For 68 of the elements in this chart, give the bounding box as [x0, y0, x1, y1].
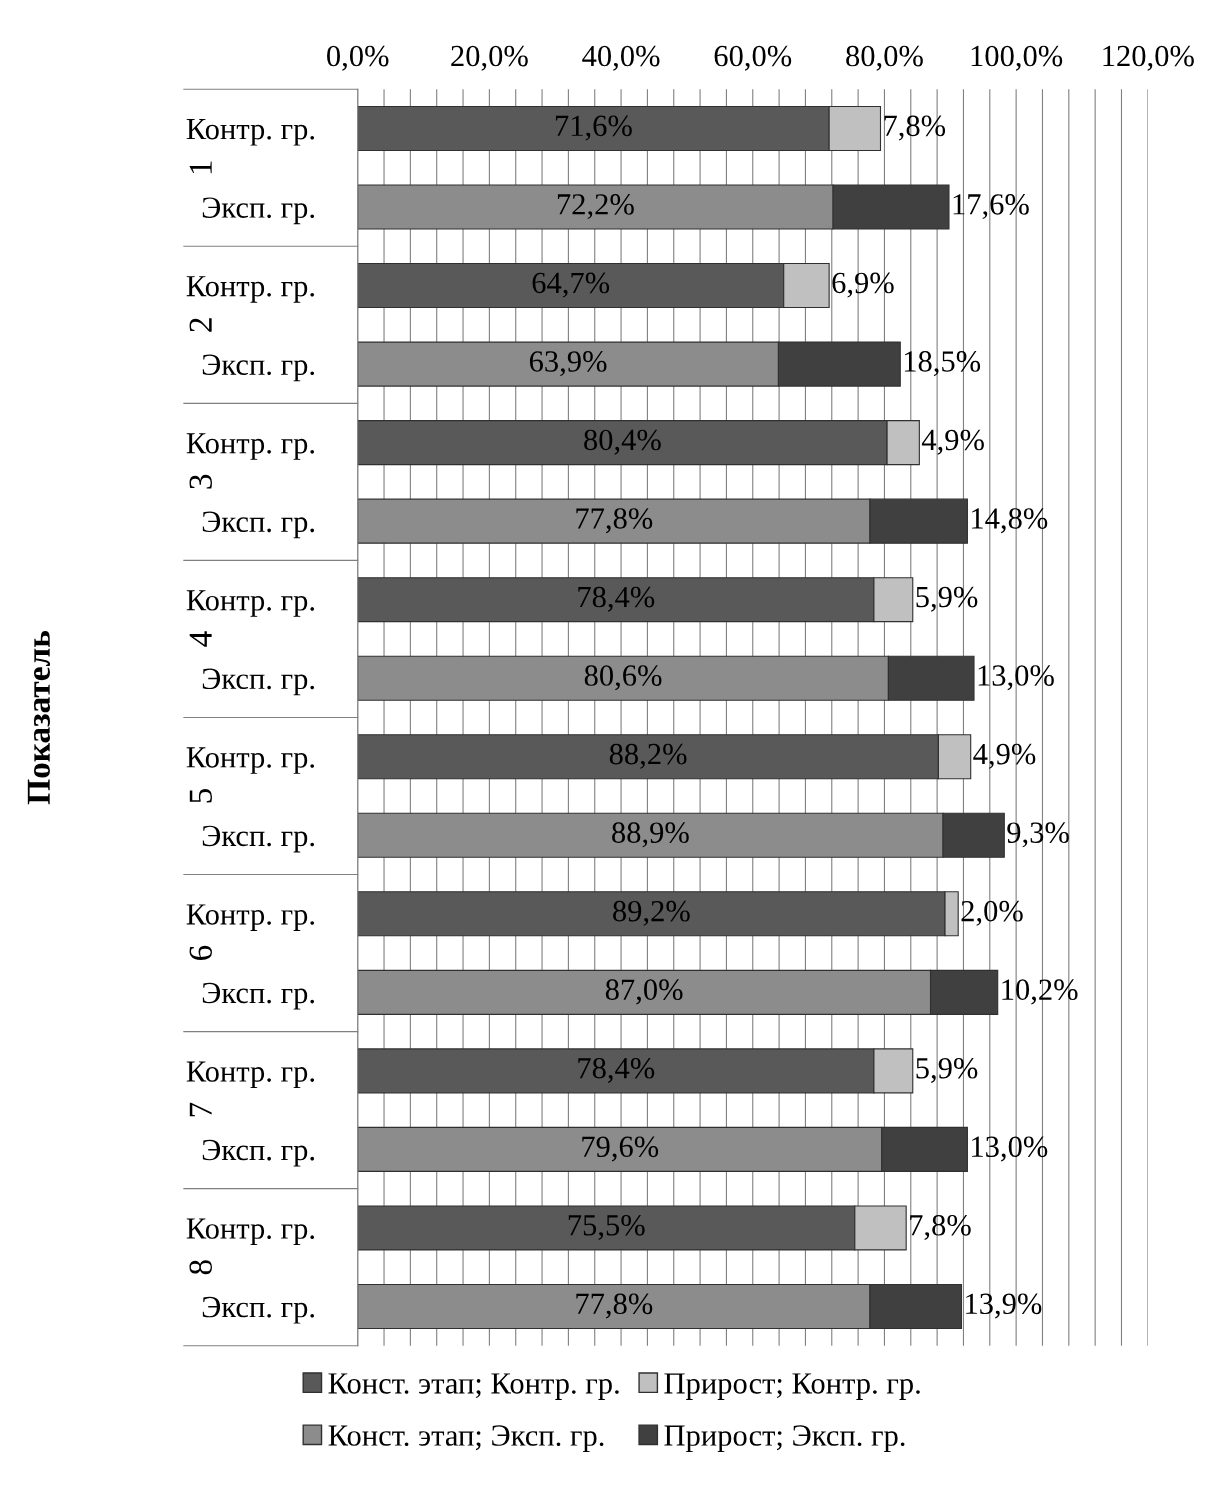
text: 2	[189, 318, 212, 332]
data-label: 2,0%	[961, 900, 1023, 926]
data-label: 79,6%	[582, 1136, 659, 1162]
y-tick-label: Контр. гр.	[186, 1218, 315, 1246]
data-label: 18,5%	[904, 351, 981, 377]
data-label: 63,9%	[529, 351, 607, 377]
legend-label: Прирост; Эксп. гр.	[664, 1425, 905, 1453]
x-tick-label: 80,0%	[846, 45, 923, 71]
x-tick-label: 100,0%	[971, 45, 1063, 71]
data-label: 7,8%	[910, 1214, 971, 1240]
y-axis-title: Показатель	[27, 630, 50, 805]
data-label: 10,2%	[1002, 979, 1078, 1005]
data-label: 14,8%	[972, 508, 1048, 534]
y-tick-label: Эксп. гр.	[202, 197, 315, 225]
y-tick-label: Контр. гр.	[186, 904, 315, 931]
data-label: 78,4%	[578, 586, 655, 612]
x-tick-label: 40,0%	[582, 45, 660, 71]
data-label: 75,5%	[568, 1214, 645, 1240]
data-label: 89,2%	[613, 900, 690, 926]
y-tick-label: Контр. гр.	[186, 747, 315, 774]
data-label: 13,0%	[972, 1136, 1048, 1162]
x-tick-label: 0,0%	[327, 45, 389, 71]
data-label: 5,9%	[916, 586, 978, 612]
y-tick-label: Контр. гр.	[186, 433, 315, 460]
text: 1	[189, 161, 212, 174]
data-label: 6,9%	[832, 272, 894, 298]
y-tick-label: Контр. гр.	[186, 1061, 315, 1088]
y-tick-label: Эксп. гр.	[202, 668, 315, 696]
text: 3	[189, 474, 212, 489]
data-label: 78,4%	[578, 1057, 655, 1083]
data-label: 17,6%	[953, 194, 1029, 220]
data-label: 77,8%	[576, 508, 653, 534]
text: 5	[189, 788, 212, 803]
data-label: 87,0%	[605, 979, 683, 1005]
data-label: 7,8%	[884, 115, 946, 141]
legend-label: Конст. этап; Эксп. гр.	[328, 1425, 604, 1453]
y-tick-label: Эксп. гр.	[202, 1139, 315, 1167]
x-tick-label: 120,0%	[1103, 45, 1194, 71]
x-tick-label: 60,0%	[714, 45, 792, 71]
text: 7	[189, 1102, 212, 1117]
text: 4	[189, 631, 212, 647]
data-label: 13,9%	[966, 1293, 1042, 1319]
y-tick-label: Эксп. гр.	[202, 825, 315, 853]
data-label: 4,9%	[973, 743, 1036, 769]
y-tick-label: Эксп. гр.	[202, 511, 315, 539]
data-label: 80,4%	[584, 429, 661, 455]
data-label: 88,9%	[612, 822, 689, 848]
data-label: 88,2%	[609, 743, 687, 769]
data-label: 80,6%	[584, 665, 662, 691]
legend-label: Конст. этап; Контр. гр.	[328, 1373, 619, 1400]
data-label: 72,2%	[557, 194, 634, 220]
text: 8	[189, 1260, 212, 1275]
data-label: 9,3%	[1007, 822, 1069, 848]
data-label: 77,8%	[576, 1293, 653, 1319]
y-tick-label: Контр. гр.	[186, 276, 315, 303]
data-label: 13,0%	[978, 665, 1054, 691]
x-tick-label: 20,0%	[451, 45, 528, 71]
text: 6	[189, 945, 212, 960]
y-tick-label: Контр. гр.	[186, 119, 315, 146]
y-tick-label: Эксп. гр.	[202, 354, 315, 382]
y-tick-label: Контр. гр.	[186, 590, 315, 617]
data-label: 71,6%	[555, 115, 632, 141]
y-tick-label: Эксп. гр.	[202, 982, 315, 1010]
y-tick-label: Эксп. гр.	[202, 1296, 315, 1324]
data-label: 4,9%	[921, 429, 984, 455]
data-label: 5,9%	[916, 1057, 978, 1083]
data-label: 64,7%	[532, 272, 610, 298]
legend-label: Прирост; Контр. гр.	[664, 1373, 920, 1400]
